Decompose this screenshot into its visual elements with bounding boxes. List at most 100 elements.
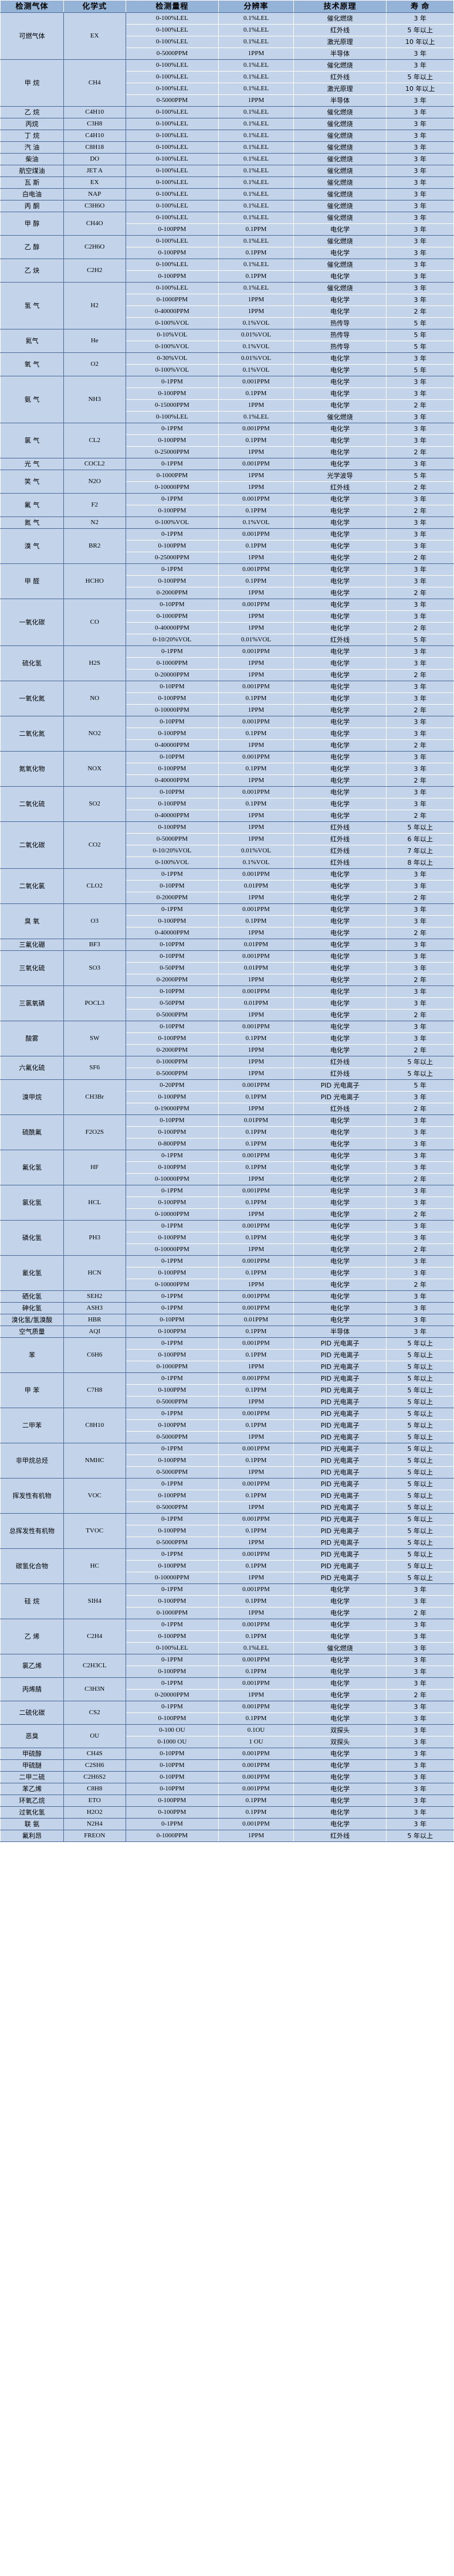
cell-lifetime: 3 年 (386, 1314, 454, 1326)
cell-lifetime: 2 年 (386, 1009, 454, 1021)
cell-technology: PID 光电离子 (293, 1091, 387, 1103)
table-row: 氯乙烯 C2H3CL 0-1PPM 0.001PPM 电化学 3 年 (0, 1654, 454, 1678)
table-row: 溴 气 BR2 0-1PPM 0.001PPM 电化学 3 年 (0, 528, 454, 564)
table-row: 0-100PPM 0.1PPM PID 光电离子 5 年以上 (1, 1490, 454, 1502)
cell-detection-range: 0-100%LEL (126, 200, 219, 212)
cell-technology: 催化燃烧 (293, 12, 387, 25)
cell-resolution: 1PPM (218, 669, 294, 681)
cell-lifetime: 3 年 (386, 47, 454, 60)
cell-chemical-formula: EX (63, 12, 126, 60)
cell-lifetime: 3 年 (386, 1712, 454, 1725)
cell-resolution: 1PPM (218, 974, 294, 986)
cell-lifetime: 5 年 (386, 329, 454, 341)
cell-detection-range: 0-50PPM (125, 962, 219, 974)
cell-detection-range: 0-100PPM (125, 1419, 219, 1432)
cell-chemical-formula: EX (63, 176, 126, 189)
cell-gas-name: 乙 烷 (0, 106, 64, 118)
cell-technology: 催化燃烧 (293, 118, 387, 130)
cell-detection-range: 0-100PPM (125, 1091, 219, 1103)
cell-gas-name: 笑 气 (0, 470, 64, 494)
cell-technology: 红外线 (293, 1056, 387, 1068)
table-row: 硅 烷 SIH4 0-1PPM 0.001PPM 电化学 3 年 (0, 1583, 454, 1619)
cell-detection-range: 0-40000PPM (125, 622, 219, 634)
cell-resolution: 1PPM (218, 622, 294, 634)
cell-chemical-formula: ASH3 (63, 1302, 126, 1314)
cell-chemical-formula: JET A (63, 165, 126, 177)
cell-resolution: 0.1PPM (218, 1267, 294, 1279)
cell-resolution: 0.1PPM (218, 1454, 294, 1467)
table-row: 丁 烷 C4H10 0-100%LEL 0.1%LEL 催化燃烧 3 年 (0, 130, 454, 142)
cell-lifetime: 3 年 (386, 1232, 454, 1244)
cell-detection-range: 0-100%LEL (126, 12, 219, 25)
cell-chemical-formula: SO2 (63, 786, 126, 822)
cell-resolution: 1PPM (218, 1537, 294, 1549)
cell-gas-name: 一氧化氮 (0, 681, 64, 716)
cell-resolution: 0.1PPM (218, 1126, 294, 1139)
cell-lifetime: 5 年 (386, 1079, 454, 1092)
cell-resolution: 1PPM (218, 1572, 294, 1584)
table-row: 乙 烯 C2H4 0-1PPM 0.001PPM 电化学 3 年 (0, 1619, 454, 1654)
cell-gas-name: 氦气 (0, 329, 64, 353)
cell-detection-range: 0-10/20%VOL (125, 845, 219, 857)
cell-resolution: 1PPM (218, 774, 294, 787)
cell-lifetime: 3 年 (386, 528, 454, 541)
cell-technology: 电化学 (293, 305, 387, 318)
cell-lifetime: 3 年 (386, 563, 454, 576)
cell-detection-range: 0-5000PPM (125, 1431, 219, 1443)
cell-resolution: 0.001PPM (218, 985, 294, 998)
cell-resolution: 0.1%VOL (218, 364, 294, 376)
cell-detection-range: 0-10000PPM (125, 1208, 219, 1221)
cell-technology: 催化燃烧 (293, 188, 387, 200)
cell-chemical-formula: DO (63, 153, 126, 165)
table-row: 丙烷 C3H8 0-100%LEL 0.1%LEL 催化燃烧 3 年 (0, 118, 454, 130)
cell-gas-name: 砷化氢 (0, 1302, 64, 1314)
cell-detection-range: 0-1000PPM (126, 470, 219, 482)
cell-gas-name: 恶臭 (0, 1724, 64, 1748)
table-row: 联 氨 N2H4 0-1PPM 0.001PPM 电化学 3 年 (0, 1818, 454, 1830)
cell-technology: 红外线 (293, 24, 387, 36)
cell-chemical-formula: C3H6O (63, 200, 126, 212)
cell-lifetime: 2 年 (386, 399, 454, 412)
cell-detection-range: 0-1PPM (126, 423, 219, 435)
cell-chemical-formula: C7H8 (63, 1372, 126, 1408)
cell-gas-name: 硅 烷 (0, 1583, 64, 1619)
table-row: 乙 醇 C2H6O 0-100%LEL 0.1%LEL 催化燃烧 3 年 (0, 235, 454, 259)
cell-lifetime: 2 年 (386, 927, 454, 939)
table-row: 0-100PPM 0.1PPM 电化学 3 年 (1, 915, 454, 927)
cell-technology: 催化燃烧 (293, 235, 387, 247)
cell-gas-name: 二氧化碳 (0, 821, 64, 869)
cell-technology: 电化学 (293, 1197, 387, 1209)
cell-technology: 红外线 (293, 481, 387, 494)
table-row: 一氧化碳 CO 0-10PPM 0.001PPM 电化学 3 年 (0, 599, 454, 646)
table-row: 非甲烷总烃 NMHC 0-1PPM 0.001PPM PID 光电离子 5 年以上 (0, 1443, 454, 1479)
cell-gas-name: 甲硫醇 (0, 1748, 64, 1760)
cell-gas-name: 苯乙烯 (0, 1783, 64, 1795)
table-row: 甲 醇 CH4O 0-100%LEL 0.1%LEL 催化燃烧 3 年 (0, 212, 454, 236)
cell-detection-range: 0-100%VOL (126, 516, 219, 529)
cell-detection-range: 0-100%LEL (126, 153, 219, 165)
cell-technology: 电化学 (293, 1583, 387, 1596)
cell-gas-name: 三氯氧磷 (0, 985, 64, 1021)
cell-lifetime: 3 年 (386, 1736, 454, 1748)
cell-technology: 电化学 (293, 364, 387, 376)
cell-gas-name: 苯 (0, 1337, 64, 1373)
cell-detection-range: 0-5000PPM (125, 1466, 219, 1479)
cell-detection-range: 0-1PPM (126, 563, 219, 576)
cell-technology: 电化学 (293, 1009, 387, 1021)
cell-lifetime: 3 年 (386, 434, 454, 447)
cell-lifetime: 3 年 (386, 1583, 454, 1596)
table-row: 白电油 NAP 0-100%LEL 0.1%LEL 催化燃烧 3 年 (0, 188, 454, 200)
cell-lifetime: 5 年以上 (386, 1396, 454, 1408)
cell-detection-range: 0-10PPM (126, 1783, 219, 1795)
cell-gas-name: 氢 气 (0, 282, 64, 329)
cell-lifetime: 3 年 (386, 153, 454, 165)
cell-technology: 电化学 (293, 563, 387, 576)
cell-lifetime: 3 年 (386, 681, 454, 693)
cell-lifetime: 3 年 (386, 1150, 454, 1162)
table-row: 0-40000PPM 1PPM 电化学 2 年 (1, 622, 454, 634)
cell-technology: 半导体 (293, 47, 387, 60)
cell-gas-name: 氟化氢 (0, 1150, 64, 1185)
cell-detection-range: 0-100PPM (125, 247, 219, 259)
cell-detection-range: 0-100PPM (125, 1267, 219, 1279)
cell-resolution: 0.1PPM (218, 1560, 294, 1572)
